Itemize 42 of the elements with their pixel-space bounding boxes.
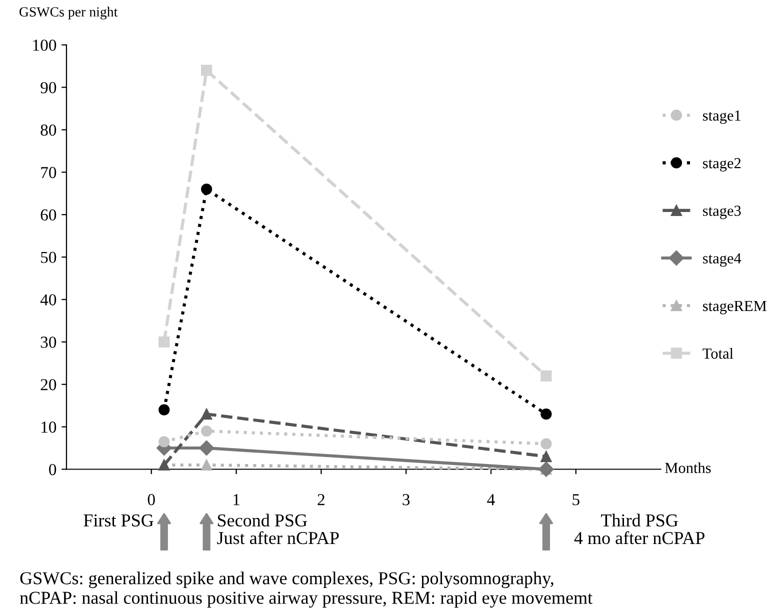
legend-label: stage2 bbox=[703, 158, 741, 172]
annotation: Second PSG Just after nCPAP bbox=[217, 514, 339, 544]
point bbox=[540, 438, 552, 450]
legend-label: stage1 bbox=[703, 110, 740, 124]
y-axis-title: GSWCs per night bbox=[19, 6, 118, 20]
x-tick-label: 2 bbox=[318, 494, 324, 506]
y-tick-label: 100 bbox=[33, 40, 56, 51]
point bbox=[540, 370, 552, 382]
legend-label: stage3 bbox=[703, 206, 741, 220]
y-tick-label: 10 bbox=[42, 422, 56, 433]
y-tick-label: 30 bbox=[40, 336, 56, 348]
text: GSWCs: generalized spike and wave complexes, PSG: polysomnography, nCPAP: nasal continuous positive airway pressure, REM: rapid eye movememt bbox=[20, 572, 592, 608]
point bbox=[201, 426, 212, 437]
y-tick-label: 40 bbox=[40, 294, 56, 306]
y-tick-label: 60 bbox=[40, 209, 56, 221]
x-tick-label: 5 bbox=[572, 494, 580, 506]
point bbox=[158, 336, 170, 348]
point bbox=[540, 408, 552, 420]
x-tick-label: 4 bbox=[487, 494, 495, 506]
y-tick-label: 0 bbox=[49, 464, 56, 476]
point bbox=[201, 64, 212, 76]
legend-label: stageREM bbox=[703, 300, 766, 314]
point bbox=[158, 436, 170, 448]
x-tick-label: 1 bbox=[234, 494, 240, 506]
y-tick-label: 70 bbox=[41, 166, 56, 178]
y-tick-label: 20 bbox=[40, 379, 56, 390]
legend-label: stage4 bbox=[703, 253, 742, 267]
annotation: Third PSG 4 mo after nCPAP bbox=[574, 514, 704, 544]
point bbox=[201, 408, 212, 420]
point bbox=[158, 404, 170, 416]
point bbox=[198, 440, 214, 456]
point bbox=[201, 459, 212, 471]
y-tick-label: 50 bbox=[41, 252, 56, 264]
y-tick-label: 80 bbox=[40, 124, 56, 136]
legend-label: Total bbox=[702, 348, 734, 359]
point bbox=[201, 184, 212, 195]
x-tick-label: 3 bbox=[402, 494, 410, 506]
point bbox=[540, 450, 552, 462]
y-tick-label: 90 bbox=[40, 82, 56, 94]
annotation: First PSG bbox=[84, 514, 154, 527]
x-tick-label: 0 bbox=[148, 494, 155, 506]
x-axis-title: Months bbox=[665, 462, 711, 474]
